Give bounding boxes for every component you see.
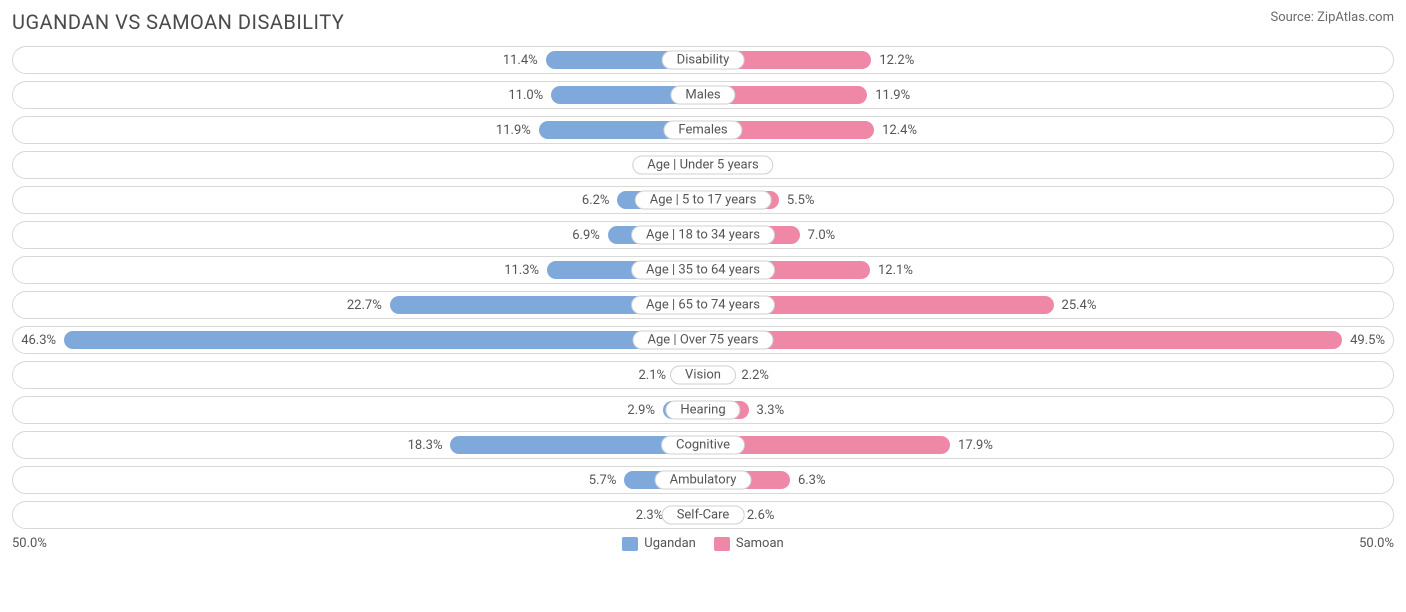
chart-row: 2.1% 2.2%Vision (12, 361, 1394, 389)
row-right-half: 6.3% (703, 467, 1393, 493)
category-label: Age | 5 to 17 years (635, 191, 772, 210)
left-value-label: 46.3% (13, 333, 64, 348)
row-left-half: 18.3% (13, 432, 703, 458)
row-left-half: 2.1% (13, 362, 703, 388)
row-left-half: 46.3% (13, 327, 703, 353)
legend-item-right: Samoan (714, 536, 784, 551)
legend-label-left: Ugandan (644, 536, 696, 551)
category-label: Hearing (665, 401, 740, 420)
chart-title: UGANDAN VS SAMOAN DISABILITY (12, 10, 344, 34)
row-left-half: 22.7% (13, 292, 703, 318)
right-value-label: 12.4% (874, 123, 925, 138)
left-value-label: 11.0% (500, 88, 551, 103)
row-right-half: 1.2% (703, 152, 1393, 178)
right-value-label: 25.4% (1054, 298, 1105, 313)
left-value-label: 11.4% (495, 53, 546, 68)
left-value-label: 11.3% (496, 263, 547, 278)
row-left-half: 11.3% (13, 257, 703, 283)
left-value-label: 11.9% (488, 123, 539, 138)
row-left-half: 11.9% (13, 117, 703, 143)
row-left-half: 6.9% (13, 222, 703, 248)
row-right-half: 5.5% (703, 187, 1393, 213)
left-value-label: 22.7% (339, 298, 390, 313)
chart-row: 6.9% 7.0% Age | 18 to 34 years (12, 221, 1394, 249)
left-value-label: 2.1% (630, 368, 674, 383)
row-left-half: 2.3% (13, 502, 703, 528)
chart-row: 11.4% 12.2% Disability (12, 46, 1394, 74)
right-value-label: 6.3% (790, 473, 834, 488)
row-left-half: 11.4% (13, 47, 703, 73)
left-value-label: 18.3% (400, 438, 451, 453)
row-right-half: 12.2% (703, 47, 1393, 73)
category-label: Disability (662, 51, 745, 70)
category-label: Age | 35 to 64 years (631, 261, 775, 280)
left-value-label: 6.9% (564, 228, 608, 243)
legend-swatch-left (622, 537, 638, 551)
row-right-half: 11.9% (703, 82, 1393, 108)
row-right-half: 17.9% (703, 432, 1393, 458)
right-value-label: 2.6% (739, 508, 783, 523)
chart-row: 18.3% 17.9% Cognitive (12, 431, 1394, 459)
right-value-label: 2.2% (733, 368, 777, 383)
chart-row: 5.7% 6.3% Ambulatory (12, 466, 1394, 494)
left-bar (64, 331, 703, 349)
row-left-half: 1.1% (13, 152, 703, 178)
right-value-label: 17.9% (950, 438, 1001, 453)
left-value-label: 5.7% (581, 473, 625, 488)
chart-footer: 50.0% Ugandan Samoan 50.0% (12, 536, 1394, 551)
row-right-half: 2.6% (703, 502, 1393, 528)
chart-row: 11.9% 12.4% Females (12, 116, 1394, 144)
right-value-label: 12.2% (871, 53, 922, 68)
row-right-half: 2.2% (703, 362, 1393, 388)
chart-row: 2.3% 2.6%Self-Care (12, 501, 1394, 529)
chart-row: 46.3% 49.5% Age | Over 75 years (12, 326, 1394, 354)
row-right-half: 12.4% (703, 117, 1393, 143)
category-label: Cognitive (661, 436, 745, 455)
left-value-label: 6.2% (574, 193, 618, 208)
chart-header: UGANDAN VS SAMOAN DISABILITY Source: Zip… (12, 10, 1394, 34)
right-value-label: 3.3% (749, 403, 793, 418)
right-value-label: 49.5% (1342, 333, 1393, 348)
row-right-half: 12.1% (703, 257, 1393, 283)
chart-row: 11.3% 12.1% Age | 35 to 64 years (12, 256, 1394, 284)
row-right-half: 49.5% (703, 327, 1393, 353)
category-label: Age | 65 to 74 years (631, 296, 775, 315)
category-label: Age | 18 to 34 years (631, 226, 775, 245)
axis-label-right: 50.0% (1359, 536, 1394, 551)
row-left-half: 11.0% (13, 82, 703, 108)
chart-row: 2.9% 3.3% Hearing (12, 396, 1394, 424)
right-value-label: 11.9% (867, 88, 918, 103)
row-left-half: 5.7% (13, 467, 703, 493)
legend-swatch-right (714, 537, 730, 551)
row-left-half: 2.9% (13, 397, 703, 423)
chart-row: 6.2% 5.5% Age | 5 to 17 years (12, 186, 1394, 214)
category-label: Ambulatory (655, 471, 752, 490)
chart-row: 11.0% 11.9% Males (12, 81, 1394, 109)
diverging-bar-chart: 11.4% 12.2% Disability 11.0% 11.9% Males 11.9%… (12, 46, 1394, 529)
chart-row: 22.7% 25.4% Age | 65 to 74 years (12, 291, 1394, 319)
right-bar (703, 331, 1342, 349)
category-label: Females (663, 121, 742, 140)
right-value-label: 12.1% (870, 263, 921, 278)
row-left-half: 6.2% (13, 187, 703, 213)
row-right-half: 25.4% (703, 292, 1393, 318)
chart-row: 1.1%1.2%Age | Under 5 years (12, 151, 1394, 179)
category-label: Age | Over 75 years (633, 331, 774, 350)
legend-item-left: Ugandan (622, 536, 696, 551)
category-label: Age | Under 5 years (632, 156, 773, 175)
category-label: Self-Care (662, 506, 745, 525)
chart-source: Source: ZipAtlas.com (1270, 10, 1394, 25)
legend-label-right: Samoan (736, 536, 784, 551)
category-label: Vision (670, 366, 736, 385)
row-right-half: 3.3% (703, 397, 1393, 423)
legend: Ugandan Samoan (622, 536, 783, 551)
right-value-label: 5.5% (779, 193, 823, 208)
category-label: Males (670, 86, 735, 105)
axis-label-left: 50.0% (12, 536, 47, 551)
left-value-label: 2.9% (619, 403, 663, 418)
right-value-label: 7.0% (800, 228, 844, 243)
row-right-half: 7.0% (703, 222, 1393, 248)
